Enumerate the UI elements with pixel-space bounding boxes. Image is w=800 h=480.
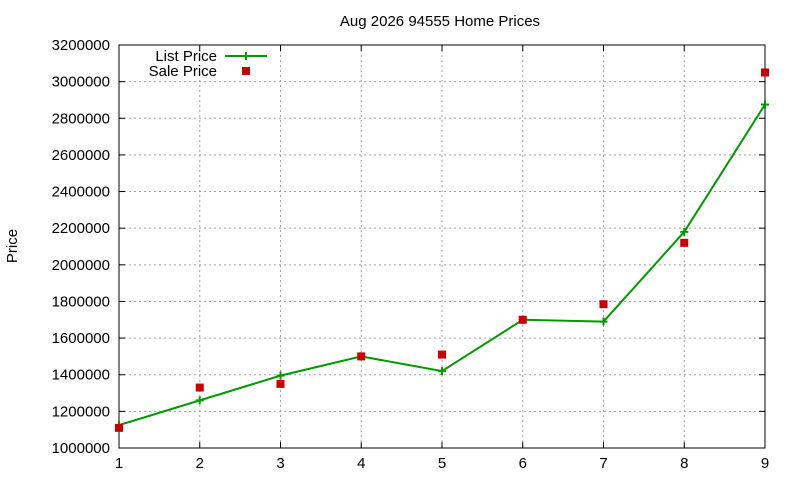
y-tick-label: 2200000: [52, 220, 110, 237]
sale-price-point: [357, 352, 366, 361]
list-price-point: [599, 317, 608, 326]
y-tick-label: 1200000: [52, 403, 110, 420]
legend-label: Sale Price: [149, 63, 217, 80]
chart-title: Aug 2026 94555 Home Prices: [340, 13, 540, 30]
axes: 1000000 1200000 1400000 1600000 1800000 20000…: [52, 37, 770, 472]
x-tick-label: 9: [761, 455, 769, 472]
x-tick-label: 1: [115, 455, 123, 472]
legend-plus-swatch: [242, 52, 250, 60]
x-tick-label: 5: [438, 455, 446, 472]
y-tick-label: 3200000: [52, 37, 110, 54]
y-tick-label: 2600000: [52, 147, 110, 164]
x-tick-label: 8: [680, 455, 688, 472]
data-series: [115, 68, 769, 432]
y-tick-label: 1400000: [52, 367, 110, 384]
list-price-point: [438, 367, 446, 376]
list-price-point: [195, 396, 204, 405]
x-tick-label: 3: [276, 455, 284, 472]
y-tick-label: 3000000: [52, 74, 110, 91]
sale-price-point: [761, 68, 769, 77]
legend-label: List Price: [155, 48, 217, 65]
y-tick-label: 2000000: [52, 257, 110, 274]
y-axis-label: Price: [4, 229, 21, 263]
list-price-point: [680, 227, 689, 236]
y-tick-label: 1600000: [52, 330, 110, 347]
y-tick-label: 2400000: [52, 184, 110, 201]
y-tick-label: 1000000: [52, 440, 110, 457]
list-price-point: [761, 100, 769, 109]
x-tick-label: 7: [599, 455, 607, 472]
list-price-point: [276, 371, 285, 380]
x-tick-label: 2: [196, 455, 204, 472]
sale-price-point: [195, 383, 204, 392]
sale-price-point: [438, 350, 446, 359]
grid-lines: [119, 45, 765, 448]
sale-price-point: [680, 238, 689, 247]
x-tick-label: 4: [357, 455, 365, 472]
sale-price-point: [276, 379, 285, 388]
sale-price-point: [115, 423, 123, 432]
sale-price-point: [518, 315, 527, 324]
x-tick-label: 6: [519, 455, 527, 472]
legend-square-swatch: [242, 67, 250, 75]
y-tick-label: 2800000: [52, 110, 110, 127]
sale-price-point: [599, 300, 608, 309]
y-tick-label: 1800000: [52, 293, 110, 310]
